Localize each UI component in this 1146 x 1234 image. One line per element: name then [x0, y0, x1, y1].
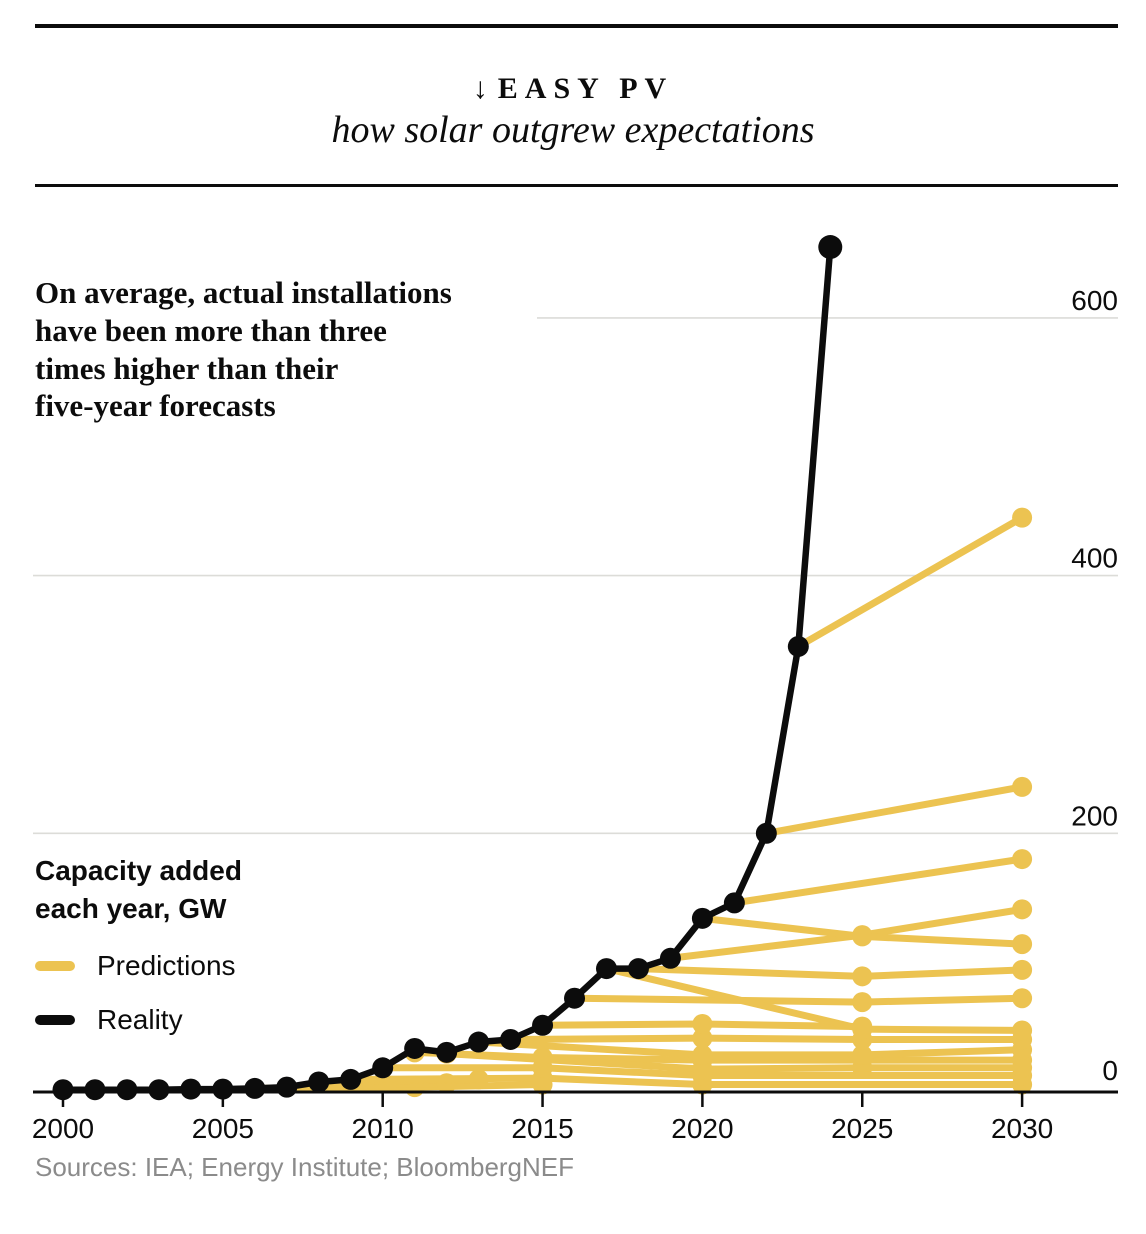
prediction-point: [852, 1019, 873, 1040]
chart-subtitle: how solar outgrew expectations: [331, 109, 815, 151]
prediction-point: [1012, 959, 1033, 980]
prediction-point: [1012, 849, 1033, 870]
prediction-line-2013: [475, 1038, 1026, 1059]
prediction-point: [1012, 776, 1033, 797]
title-rule: [35, 184, 1118, 187]
reality-point: [52, 1079, 74, 1101]
y-tick-label-400: 400: [1071, 543, 1118, 574]
chart-annotation: On average, actual installations have be…: [35, 275, 452, 424]
x-tick-label-2000: 2000: [32, 1113, 94, 1144]
predictions-swatch-icon: [35, 960, 75, 971]
reality-point: [755, 822, 777, 844]
prediction-point: [692, 1013, 713, 1034]
chart-legend: Capacity added each year, GW Predictions…: [35, 852, 242, 1036]
legend-label-reality: Reality: [97, 1003, 183, 1035]
reality-point: [212, 1078, 234, 1100]
reality-point: [116, 1079, 138, 1101]
reality-point: [340, 1068, 362, 1090]
reality-point: [308, 1071, 330, 1093]
prediction-line-2009: [347, 1074, 1026, 1089]
prediction-point: [1012, 988, 1033, 1009]
prediction-point: [852, 1044, 873, 1065]
kicker-text: EASY PV: [497, 72, 674, 105]
reality-point: [564, 987, 586, 1009]
reality-point: [627, 958, 649, 980]
reality-point: [404, 1037, 426, 1059]
reality-point: [532, 1014, 554, 1036]
prediction-point: [1012, 899, 1033, 920]
x-tick-label-2005: 2005: [192, 1113, 254, 1144]
prediction-point: [1012, 507, 1033, 528]
y-tick-label-0: 0: [1102, 1055, 1118, 1086]
reality-point: [436, 1041, 458, 1063]
down-arrow-icon: ↓: [472, 72, 488, 105]
y-tick-label-600: 600: [1071, 285, 1118, 316]
x-tick-label-2010: 2010: [352, 1113, 414, 1144]
reality-point: [84, 1079, 106, 1101]
sources-note: Sources: IEA; Energy Institute; Bloomber…: [35, 1152, 575, 1182]
reality-point: [276, 1076, 298, 1098]
prediction-point: [852, 926, 873, 947]
prediction-line-2016: [571, 994, 1026, 1006]
legend-title: Capacity added each year, GW: [35, 855, 242, 924]
reality-point: [180, 1078, 202, 1100]
prediction-point: [1012, 1020, 1033, 1041]
prediction-point: [1012, 934, 1033, 955]
prediction-line-2022: [762, 783, 1026, 837]
x-tick-label-2030: 2030: [991, 1113, 1053, 1144]
reality-point: [691, 907, 713, 929]
prediction-line-2012: [443, 1050, 1026, 1073]
x-tick-label-2020: 2020: [671, 1113, 733, 1144]
reality-point: [500, 1028, 522, 1050]
reality-point: [244, 1077, 266, 1099]
legend-item-reality: Reality: [35, 1004, 242, 1036]
reality-point: [723, 892, 745, 914]
reality-point: [372, 1057, 394, 1079]
reality-point: [818, 235, 843, 260]
x-tick-label-2015: 2015: [511, 1113, 573, 1144]
prediction-point: [692, 1059, 713, 1080]
reality-point: [468, 1031, 490, 1053]
reality-point: [659, 947, 681, 969]
reality-swatch-icon: [35, 1014, 75, 1025]
x-tick-label-2025: 2025: [831, 1113, 893, 1144]
kicker: ↓ EASY PV: [0, 72, 1146, 106]
top-rule: [35, 24, 1118, 28]
prediction-line-2014: [507, 1034, 1026, 1043]
y-tick-label-200: 200: [1071, 800, 1118, 831]
reality-point: [787, 635, 809, 657]
prediction-point: [852, 992, 873, 1013]
legend-label-predictions: Predictions: [97, 949, 236, 981]
prediction-point: [692, 1028, 713, 1049]
prediction-line-2021: [730, 855, 1026, 907]
prediction-point: [1012, 1057, 1033, 1078]
reality-point: [595, 958, 617, 980]
legend-item-predictions: Predictions: [35, 950, 242, 982]
prediction-line-2023: [794, 514, 1026, 650]
prediction-point: [692, 1044, 713, 1065]
prediction-point: [852, 966, 873, 987]
reality-point: [148, 1079, 170, 1101]
prediction-line-2018: [634, 965, 1026, 980]
